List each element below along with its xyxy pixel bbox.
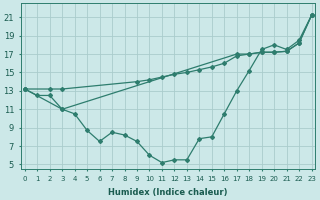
X-axis label: Humidex (Indice chaleur): Humidex (Indice chaleur) bbox=[108, 188, 228, 197]
